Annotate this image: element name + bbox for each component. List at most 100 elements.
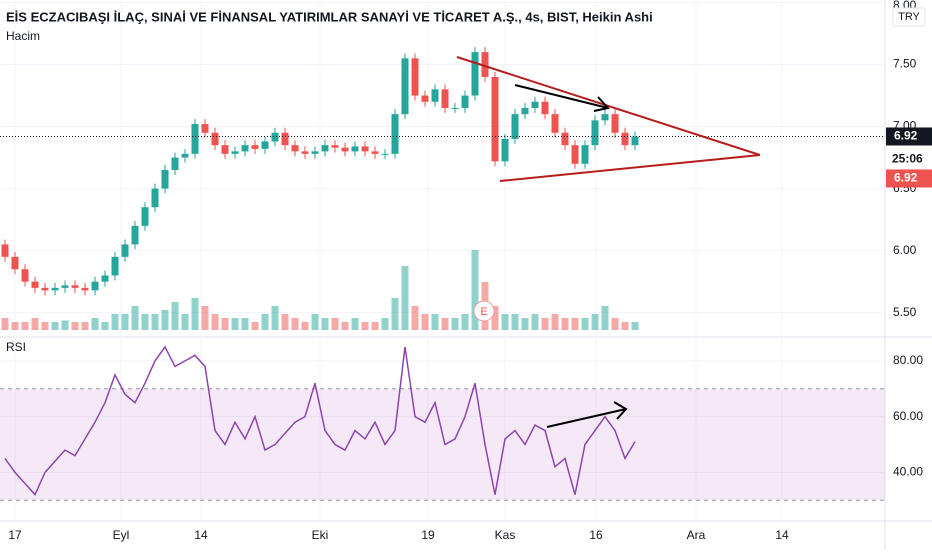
volume-bar	[1, 318, 9, 330]
volume-bar	[111, 314, 119, 330]
volume-bar	[511, 314, 519, 330]
volume-bar	[401, 266, 409, 330]
volume-bar	[151, 314, 159, 330]
volume-bar	[81, 322, 89, 330]
candle-body	[521, 107, 529, 115]
y-tick-label: 60.00	[893, 409, 923, 423]
candle-body	[81, 287, 89, 291]
candle-body	[321, 145, 329, 152]
trendline	[499, 154, 761, 182]
candle-body	[501, 138, 509, 162]
arrow-head	[613, 401, 628, 420]
volume-bar	[251, 322, 259, 330]
candle-body	[401, 58, 409, 115]
candle-body	[121, 244, 129, 257]
candle-body	[291, 145, 299, 152]
volume-bar	[561, 318, 569, 330]
volume-bar	[411, 306, 419, 330]
candle-body	[571, 145, 579, 164]
candle-body	[631, 136, 639, 146]
candle-body	[341, 147, 349, 152]
volume-bar	[621, 322, 629, 330]
chart-title: EİS ECZACIBAŞI İLAÇ, SINAİ VE FİNANSAL Y…	[6, 9, 653, 24]
candle-body	[481, 52, 489, 77]
x-tick-label: Eki	[312, 528, 329, 542]
volume-bar	[391, 298, 399, 330]
volume-bar	[371, 322, 379, 330]
candle-body	[171, 157, 179, 170]
volume-bar	[221, 318, 229, 330]
volume-bar	[381, 318, 389, 330]
candle-body	[411, 58, 419, 96]
rsi-line	[4, 345, 636, 497]
volume-bar	[581, 318, 589, 330]
volume-bar	[171, 302, 179, 330]
candle-body	[241, 145, 249, 152]
volume-bar	[531, 314, 539, 330]
volume-bar	[341, 322, 349, 330]
volume-bar	[421, 314, 429, 330]
event-marker-label: E	[480, 306, 487, 318]
volume-bar	[141, 314, 149, 330]
countdown-tag	[886, 150, 932, 169]
candle-body	[361, 146, 369, 152]
candle-body	[201, 124, 209, 133]
event-marker[interactable]	[473, 300, 495, 322]
volume-bar	[611, 318, 619, 330]
candle-body	[271, 132, 279, 142]
countdown: 25:06	[892, 152, 923, 166]
volume-bar	[201, 306, 209, 330]
volume-bar	[41, 322, 49, 330]
volume-bar	[361, 322, 369, 330]
candle-body	[511, 114, 519, 139]
volume-bar	[311, 314, 319, 330]
trendline	[456, 56, 761, 156]
candle-body	[611, 114, 619, 133]
candle-body	[371, 151, 379, 154]
x-tick-label: Eyl	[113, 528, 130, 542]
volume-bar	[31, 318, 39, 330]
candle-body	[231, 151, 239, 154]
candle-body	[591, 120, 599, 146]
volume-bar	[61, 320, 69, 330]
volume-bar	[121, 314, 129, 330]
x-tick-label: 14	[194, 528, 208, 542]
volume-bar	[261, 314, 269, 330]
volume-bar	[541, 318, 549, 330]
candle-body	[261, 141, 269, 149]
volume-bar	[21, 322, 29, 330]
volume-bar	[491, 306, 499, 330]
candle-body	[491, 76, 499, 162]
candle-body	[431, 89, 439, 102]
x-tick-label: 19	[421, 528, 435, 542]
x-tick-label: Ara	[687, 528, 706, 542]
candle-body	[351, 146, 359, 152]
candle-body	[461, 95, 469, 108]
x-tick-label: 17	[8, 528, 22, 542]
candle-body	[281, 132, 289, 146]
volume-bar	[571, 318, 579, 330]
candle-body	[1, 244, 9, 257]
candle-body	[221, 145, 229, 154]
arrow-head	[593, 96, 610, 112]
currency: TRY	[898, 11, 920, 23]
volume-bar	[241, 318, 249, 330]
drawings: E	[456, 56, 761, 428]
volume-bar	[191, 298, 199, 330]
rsi-title: RSI	[6, 340, 26, 354]
last-price-label: 6.92	[894, 129, 918, 143]
volume-bar	[131, 306, 139, 330]
volume-bar	[431, 314, 439, 330]
volume-bar	[471, 250, 479, 330]
candle-body	[41, 287, 49, 291]
volume-bar	[101, 322, 109, 330]
volume-bar	[601, 306, 609, 330]
x-tick-label: Kas	[495, 528, 516, 542]
candle-body	[31, 281, 39, 288]
volume-bar	[291, 318, 299, 330]
volume-bar	[271, 306, 279, 330]
currency-badge[interactable]	[892, 7, 926, 27]
candle-body	[111, 256, 119, 276]
y-tick-label: 40.00	[893, 465, 923, 479]
